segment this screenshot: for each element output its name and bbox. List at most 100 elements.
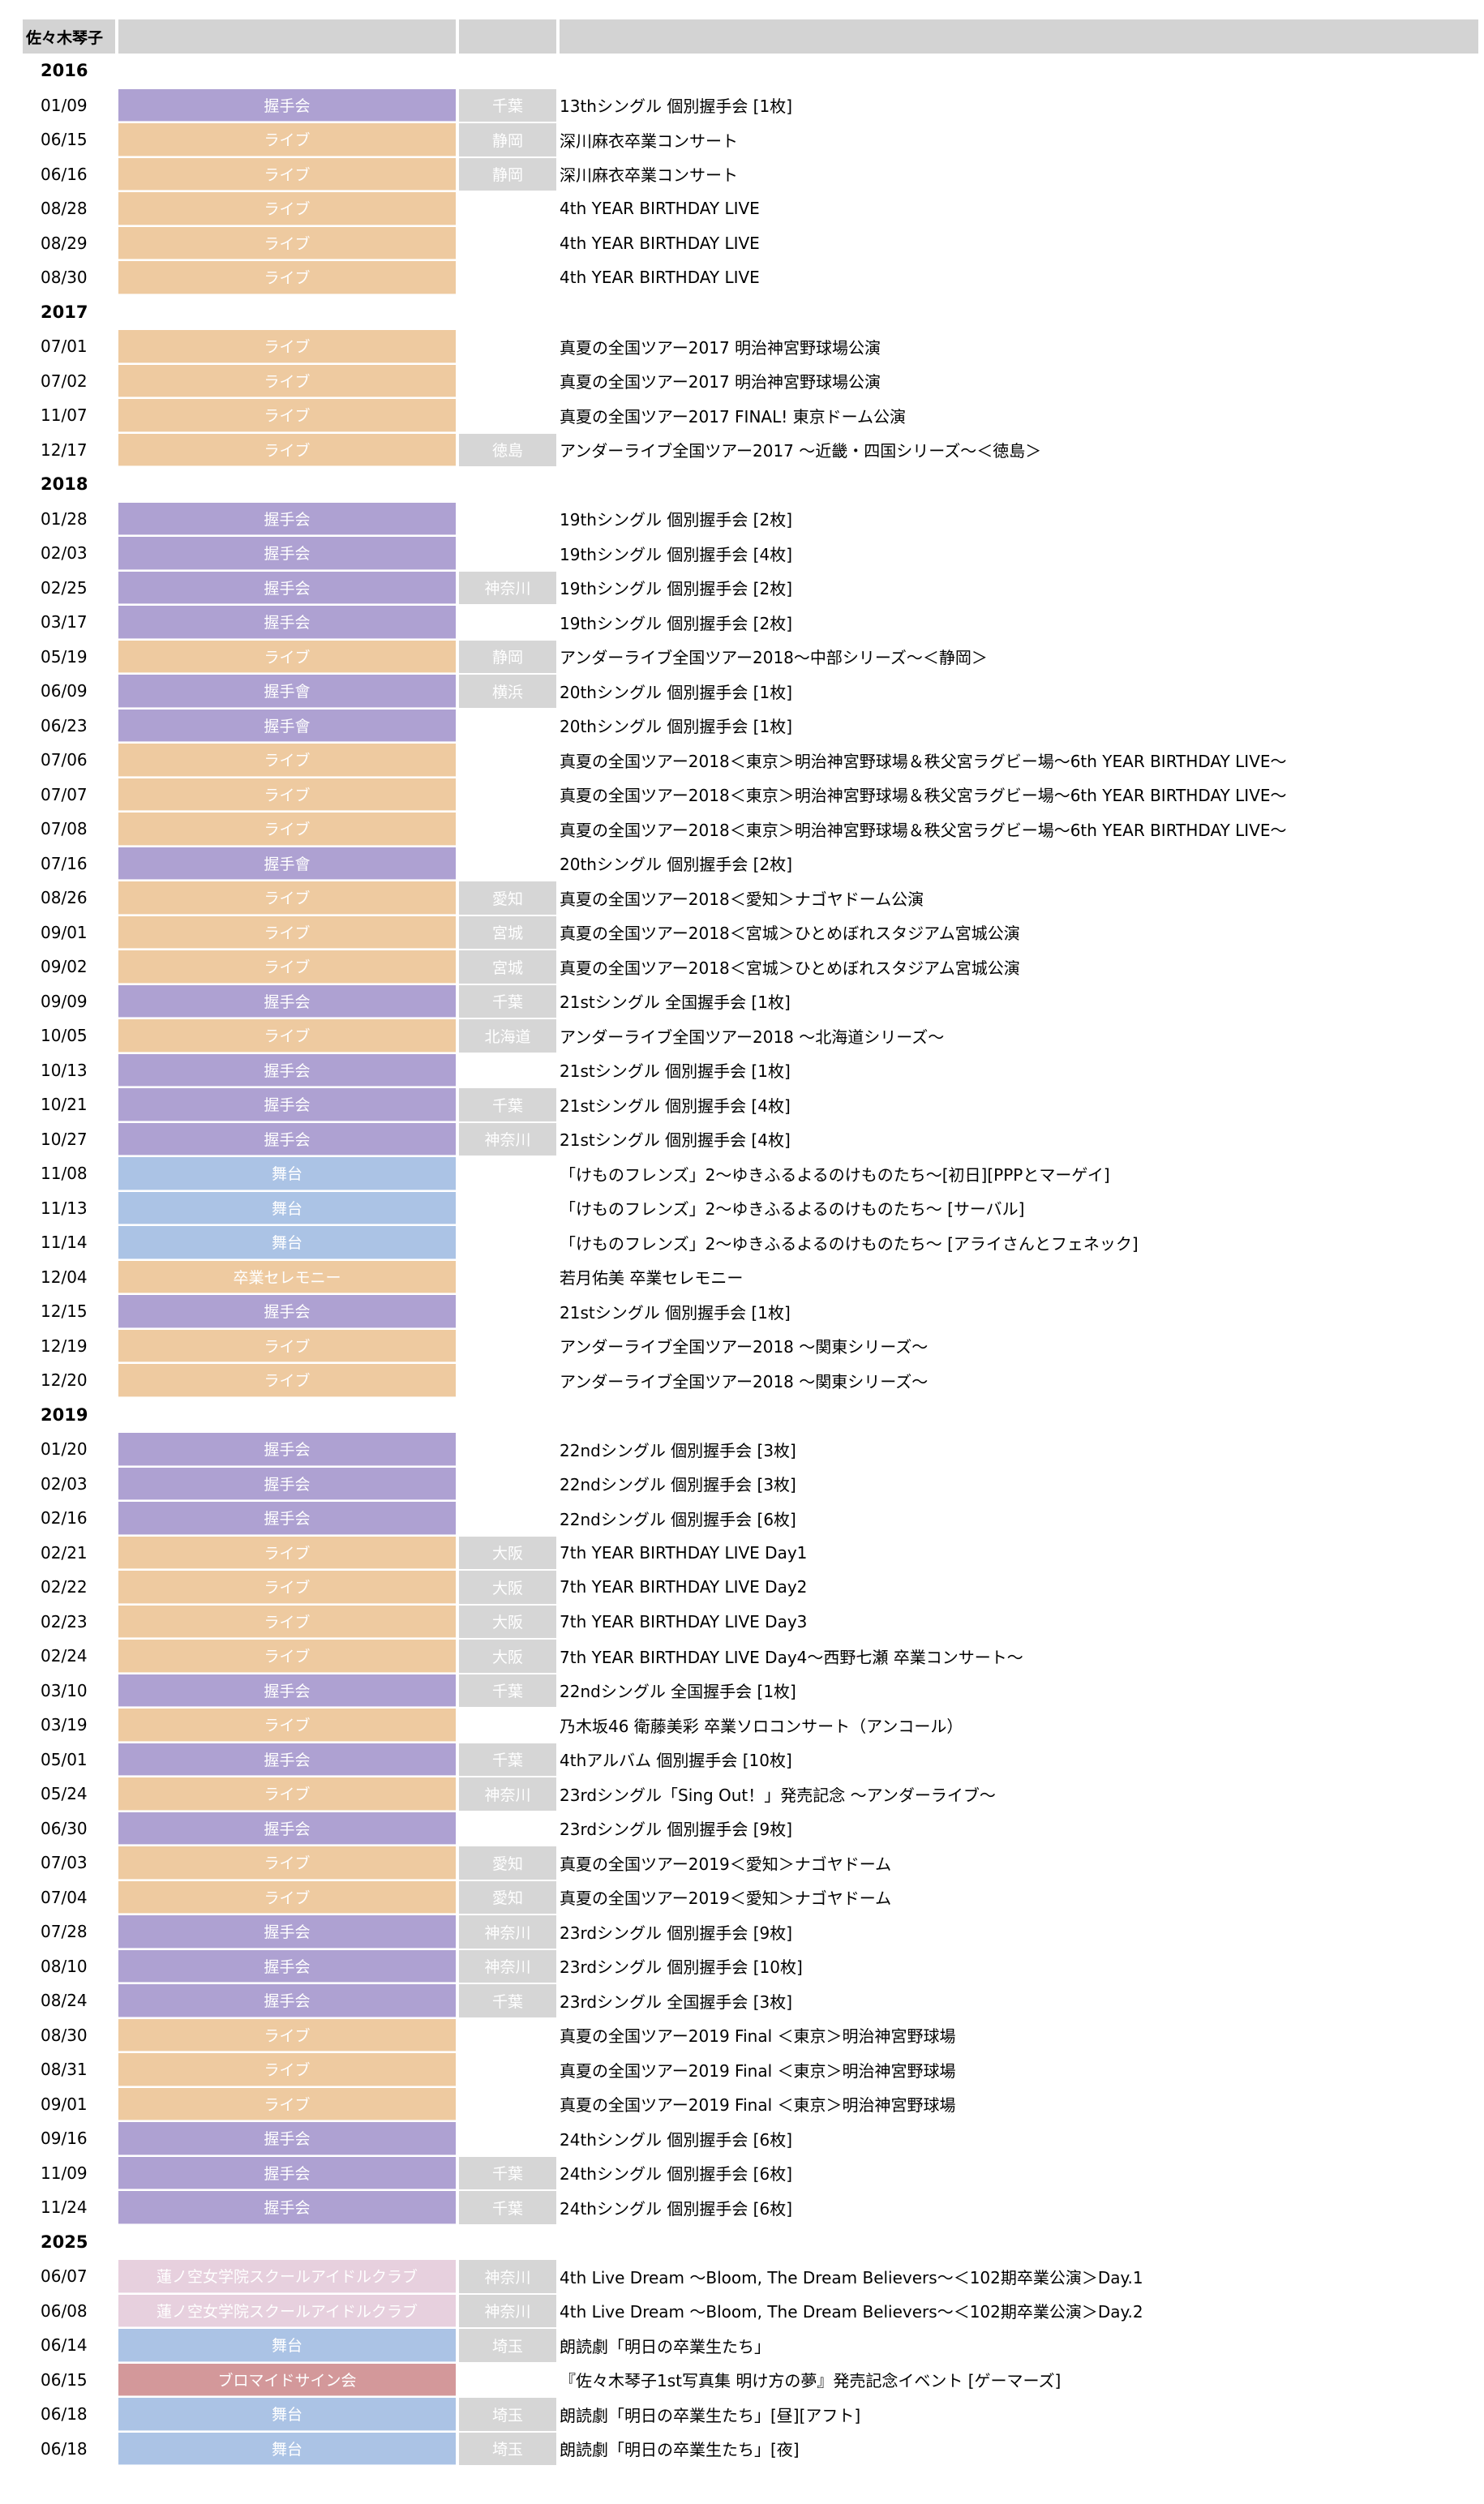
table-row: 06/15 ライブ 静岡 深川麻衣卒業コンサート (23, 122, 1478, 157)
event-prefecture (459, 1812, 556, 1846)
event-prefecture: 愛知 (459, 1880, 556, 1914)
event-prefecture (459, 1192, 556, 1225)
event-title: 真夏の全国ツアー2018＜愛知＞ナゴヤドーム公演 (560, 889, 924, 909)
schedule-body: 2016 01/09 握手会 千葉 13thシングル 個別握手会 [1枚] 06/15 ライ… (23, 54, 1478, 2466)
event-prefecture: 神奈川 (459, 1949, 556, 1983)
event-type: 握手会 (118, 1949, 456, 1983)
event-prefecture: 神奈川 (459, 1122, 556, 1156)
event-prefecture (459, 2364, 556, 2397)
event-title: 4th YEAR BIRTHDAY LIVE (560, 233, 760, 253)
event-prefecture: 神奈川 (459, 1915, 556, 1949)
event-title: 真夏の全国ツアー2018＜東京＞明治神宮野球場＆秩父宮ラグビー場～6th YEA… (560, 820, 1287, 840)
event-date: 08/31 (41, 2060, 88, 2080)
event-type: 舞台 (118, 2398, 456, 2431)
event-title: 7th YEAR BIRTHDAY LIVE Day2 (560, 1577, 808, 1597)
event-type: 握手会 (118, 1467, 456, 1500)
event-prefecture (459, 2088, 556, 2121)
event-type: 握手会 (118, 1295, 456, 1328)
event-title: 真夏の全国ツアー2017 明治神宮野球場公演 (560, 337, 881, 358)
table-row: 09/09 握手会 千葉 21stシングル 全国握手会 [1枚] (23, 984, 1478, 1019)
table-row: 05/24 ライブ 神奈川 23rdシングル「Sing Out！」発売記念 ～アンダー… (23, 1777, 1478, 1812)
event-type: ライブ (118, 1880, 456, 1914)
event-prefecture: 宮城 (459, 950, 556, 984)
table-row: 07/06 ライブ 真夏の全国ツアー2018＜東京＞明治神宮野球場＆秩父宮ラグビー場… (23, 743, 1478, 778)
event-type: ライブ (118, 364, 456, 397)
event-type: 握手会 (118, 1122, 456, 1156)
event-prefecture (459, 710, 556, 743)
table-row: 12/15 握手会 21stシングル 個別握手会 [1枚] (23, 1294, 1478, 1329)
event-type: 握手会 (118, 88, 456, 122)
event-type: ライブ (118, 226, 456, 259)
event-date: 12/17 (41, 439, 88, 460)
event-type: 握手会 (118, 1984, 456, 2017)
event-prefecture: 宮城 (459, 915, 556, 949)
table-row: 07/16 握手會 20thシングル 個別握手会 [2枚] (23, 847, 1478, 881)
event-prefecture: 神奈川 (459, 2294, 556, 2327)
event-title: 23rdシングル 個別握手会 [10枚] (560, 1957, 803, 1978)
event-type: ライブ (118, 915, 456, 949)
event-prefecture: 千葉 (459, 1088, 556, 1121)
event-type: ライブ (118, 744, 456, 777)
event-date: 06/18 (41, 2404, 88, 2425)
event-title: 真夏の全国ツアー2017 FINAL! 東京ドーム公演 (560, 406, 907, 427)
event-date: 06/14 (41, 2335, 88, 2356)
event-date: 06/15 (41, 130, 88, 150)
event-title: 23rdシングル 全国握手会 [3枚] (560, 1992, 793, 2012)
table-row: 05/19 ライブ 静岡 アンダーライブ全国ツアー2018～中部シリーズ～＜静岡＞ (23, 640, 1478, 675)
event-prefecture (459, 813, 556, 846)
table-row: 06/15 ブロマイドサイン会 『佐々木琴子1st写真集 明け方の夢』発売記念イベン… (23, 2363, 1478, 2398)
event-title: 「けものフレンズ」2～ゆきふるよるのけものたち～ [アライさんとフェネック] (560, 1233, 1139, 1254)
event-title: 4th Live Dream ～Bloom, The Dream Believe… (560, 2267, 1143, 2287)
event-date: 09/01 (41, 922, 88, 942)
event-prefecture: 千葉 (459, 2156, 556, 2189)
event-title: アンダーライブ全国ツアー2018 ～北海道シリーズ～ (560, 1027, 945, 1047)
event-title: アンダーライブ全国ツアー2018 ～関東シリーズ～ (560, 1337, 929, 1357)
event-date: 07/06 (41, 750, 88, 770)
event-date: 06/09 (41, 681, 88, 701)
event-type: 舞台 (118, 2432, 456, 2465)
table-row: 07/08 ライブ 真夏の全国ツアー2018＜東京＞明治神宮野球場＆秩父宮ラグビー場… (23, 812, 1478, 847)
event-date: 09/02 (41, 957, 88, 977)
event-type: 握手会 (118, 571, 456, 604)
event-date: 07/08 (41, 819, 88, 839)
table-row: 11/09 握手会 千葉 24thシングル 個別握手会 [6枚] (23, 2156, 1478, 2191)
event-title: 真夏の全国ツアー2019＜愛知＞ナゴヤドーム (560, 1854, 892, 1874)
event-title: 19thシングル 個別握手会 [2枚] (560, 510, 793, 530)
event-type: 舞台 (118, 2329, 456, 2362)
event-date: 01/09 (41, 95, 88, 115)
event-date: 06/23 (41, 715, 88, 735)
event-type: ライブ (118, 192, 456, 225)
event-date: 08/28 (41, 199, 88, 219)
table-row: 03/10 握手会 千葉 22ndシングル 全国握手会 [1枚] (23, 1674, 1478, 1709)
table-row: 10/13 握手会 21stシングル 個別握手会 [1枚] (23, 1053, 1478, 1088)
event-type: 握手會 (118, 847, 456, 880)
event-date: 08/10 (41, 1956, 88, 1976)
event-date: 09/01 (41, 2094, 88, 2114)
event-prefecture (459, 1054, 556, 1087)
event-date: 09/09 (41, 991, 88, 1011)
event-date: 05/01 (41, 1749, 88, 1769)
event-type: ライブ (118, 2053, 456, 2086)
event-date: 10/21 (41, 1095, 88, 1115)
schedule-sheet: 佐々木琴子 2016 01/09 握手会 千葉 13thシングル 個別握手会 [1枚] 0… (23, 19, 1478, 2466)
event-title: 深川麻衣卒業コンサート (560, 131, 738, 151)
event-type: ライブ (118, 1329, 456, 1362)
event-date: 11/08 (41, 1164, 88, 1184)
table-row: 02/23 ライブ 大阪 7th YEAR BIRTHDAY LIVE Day3 (23, 1605, 1478, 1640)
event-date: 11/24 (41, 2197, 88, 2218)
event-type: 握手会 (118, 1433, 456, 1466)
event-type: 握手会 (118, 1812, 456, 1845)
table-row: 06/18 舞台 埼玉 朗読劇「明日の卒業生たち」[昼][アフト] (23, 2397, 1478, 2432)
event-prefecture (459, 1709, 556, 1742)
event-title: 22ndシングル 個別握手会 [6枚] (560, 1509, 796, 1529)
event-prefecture: 千葉 (459, 1743, 556, 1776)
table-row: 06/16 ライブ 静岡 深川麻衣卒業コンサート (23, 157, 1478, 192)
table-row: 08/28 ライブ 4th YEAR BIRTHDAY LIVE (23, 191, 1478, 226)
event-date: 12/15 (41, 1301, 88, 1322)
event-date: 07/28 (41, 1922, 88, 1942)
event-type: 握手会 (118, 1915, 456, 1949)
table-row: 03/19 ライブ 乃木坂46 衛藤美彩 卒業ソロコンサート（アンコール） (23, 1708, 1478, 1743)
event-date: 08/30 (41, 268, 88, 288)
table-row: 01/09 握手会 千葉 13thシングル 個別握手会 [1枚] (23, 88, 1478, 123)
event-date: 02/21 (41, 1542, 88, 1563)
